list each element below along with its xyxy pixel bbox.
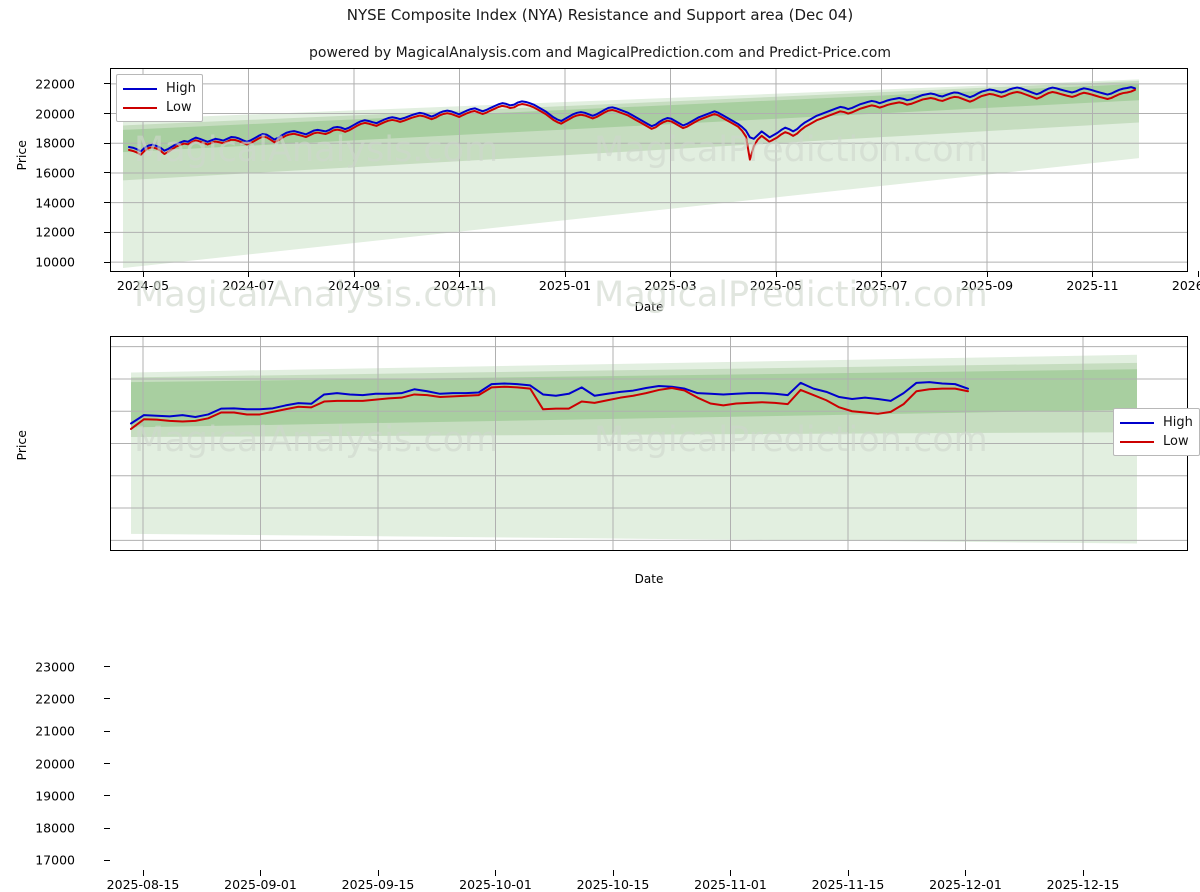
legend-label-high: High: [1163, 415, 1193, 430]
x-tick-label: 2025-05: [749, 278, 803, 293]
legend-label-low: Low: [166, 100, 192, 115]
x-tick-mark: [142, 271, 144, 277]
x-tick-label: 2025-08-15: [106, 877, 180, 892]
x-tick-mark: [1092, 271, 1093, 277]
y-tick-label: 12000: [35, 224, 75, 240]
y-tick-mark: [104, 202, 110, 204]
y-tick-mark: [104, 859, 110, 861]
x-tick-mark: [986, 271, 988, 277]
x-tick-label: 2024-09: [327, 278, 381, 293]
x-tick-mark: [730, 870, 731, 876]
x-tick-mark: [1082, 870, 1084, 876]
y-tick-mark: [104, 231, 110, 233]
x-tick-mark: [670, 271, 671, 277]
x-tick-label: 2024-05: [116, 278, 170, 293]
x-tick-label: 2025-03: [644, 278, 697, 293]
y-tick-label: 18000: [35, 820, 75, 836]
y-tick-mark: [104, 763, 110, 764]
top-chart-legend[interactable]: High Low: [116, 74, 203, 122]
legend-label-low: Low: [1163, 434, 1189, 449]
legend-item-low: Low: [123, 98, 196, 117]
bottom-chart-legend[interactable]: High Low: [1113, 408, 1200, 456]
x-tick-label: 2024-07: [222, 278, 275, 293]
x-tick-label: 2026-01: [1171, 278, 1200, 293]
y-tick-label: 22000: [35, 76, 75, 92]
x-tick-mark: [248, 271, 249, 277]
x-tick-mark: [775, 271, 777, 277]
y-tick-label: 14000: [35, 195, 75, 211]
y-tick-mark: [104, 113, 110, 115]
y-tick-label: 22000: [35, 691, 75, 707]
x-tick-label: 2025-11-15: [811, 877, 885, 892]
x-tick-label: 2025-09-01: [224, 877, 297, 892]
top-chart-plot-area: [110, 68, 1188, 272]
x-tick-mark: [353, 271, 355, 277]
y-tick-label: 20000: [35, 756, 75, 771]
x-tick-mark: [965, 870, 966, 876]
y-tick-label: 19000: [35, 788, 75, 804]
top-chart-panel: Price 10000 12000 14000 16000 18000 20000 2200…: [0, 0, 1200, 320]
y-tick-mark: [104, 666, 110, 668]
x-tick-label: 2025-09-15: [341, 877, 415, 892]
legend-item-high: High: [123, 79, 196, 98]
y-tick-label: 18000: [35, 135, 75, 151]
y-tick-mark: [104, 261, 110, 263]
y-tick-label: 17000: [35, 852, 75, 868]
legend-line-high: [123, 87, 157, 90]
y-tick-label: 23000: [35, 659, 75, 675]
x-tick-label: 2024-11: [433, 278, 486, 293]
top-chart-x-axis-label: Date: [634, 300, 664, 314]
y-tick-label: 20000: [35, 106, 75, 122]
y-tick-mark: [104, 142, 110, 144]
legend-line-low: [123, 106, 157, 109]
x-tick-mark: [847, 870, 849, 876]
top-chart-x-tick-labels: 2024-05 2024-07 2024-09 2024-11 2025-01 2025-…: [0, 0, 1200, 320]
legend-item-low: Low: [1120, 432, 1193, 451]
y-tick-mark: [104, 795, 110, 797]
legend-line-high: [1120, 421, 1154, 424]
x-tick-mark: [142, 870, 144, 876]
y-tick-mark: [104, 827, 110, 829]
x-tick-label: 2025-10-01: [459, 877, 532, 892]
x-tick-mark: [612, 870, 614, 876]
x-tick-label: 2025-07: [855, 278, 908, 293]
legend-line-low: [1120, 440, 1154, 443]
y-tick-mark: [104, 730, 110, 732]
y-tick-label: 10000: [35, 254, 75, 270]
x-tick-label: 2025-12-15: [1046, 877, 1120, 892]
x-tick-mark: [1197, 271, 1199, 277]
page-subtitle: powered by MagicalAnalysis.com and Magic…: [309, 45, 891, 61]
bottom-chart-x-axis-label: Date: [634, 572, 664, 586]
x-tick-label: 2025-11-01: [694, 877, 767, 892]
bottom-chart-panel: Price 17000 18000 19000 20000 21000 22000 2300…: [0, 320, 1200, 892]
x-tick-label: 2025-01: [538, 278, 592, 293]
x-tick-mark: [377, 870, 379, 876]
x-tick-mark: [564, 271, 566, 277]
x-tick-label: 2025-10-15: [576, 877, 650, 892]
legend-item-high: High: [1120, 413, 1193, 432]
x-tick-label: 2025-11: [1066, 278, 1119, 293]
x-tick-mark: [495, 870, 496, 876]
y-tick-label: 21000: [35, 723, 75, 739]
bottom-chart-x-tick-labels: 2025-08-15 2025-09-01 2025-09-15 2025-10-01…: [0, 320, 1200, 892]
x-tick-mark: [881, 271, 882, 277]
legend-label-high: High: [166, 81, 196, 96]
y-tick-label: 16000: [35, 165, 75, 181]
y-tick-mark: [104, 698, 110, 700]
x-tick-label: 2025-09: [960, 278, 1014, 293]
x-tick-mark: [459, 271, 460, 277]
bottom-chart-plot-area: [110, 336, 1188, 551]
x-tick-mark: [260, 870, 261, 876]
x-tick-label: 2025-12-01: [929, 877, 1002, 892]
y-tick-mark: [104, 83, 110, 85]
top-chart-y-tick-labels: 10000 12000 14000 16000 18000 20000 22000: [0, 0, 110, 320]
y-tick-mark: [104, 172, 110, 174]
page-title: NYSE Composite Index (NYA) Resistance an…: [346, 6, 854, 24]
